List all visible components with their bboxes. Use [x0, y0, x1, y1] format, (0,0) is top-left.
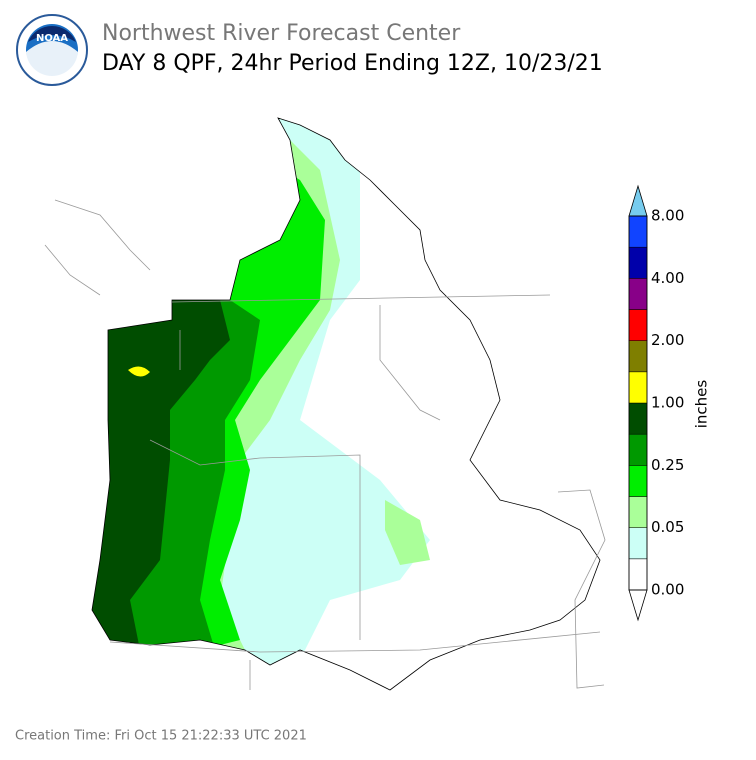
colorbar-swatch — [628, 246, 648, 279]
svg-text:NOAA: NOAA — [36, 33, 68, 44]
colorbar-swatch — [628, 433, 648, 466]
subtitle: DAY 8 QPF, 24hr Period Ending 12Z, 10/23… — [102, 51, 603, 76]
colorbar-swatch — [628, 496, 648, 528]
colorbar-tick-label: 2.00 — [651, 331, 684, 349]
colorbar-label: inches — [693, 380, 711, 429]
colorbar-tick-label: 0.05 — [651, 518, 684, 536]
colorbar-swatch — [628, 527, 648, 560]
colorbar-swatch — [628, 278, 648, 310]
colorbar-tick-label: 8.00 — [651, 207, 684, 225]
colorbar-swatch — [628, 309, 648, 341]
colorbar-swatch — [628, 402, 648, 435]
creation-time: Creation Time: Fri Oct 15 21:22:33 UTC 2… — [15, 729, 307, 744]
noaa-logo: NOAA — [16, 14, 88, 86]
colorbar-tick-label: 1.00 — [651, 394, 684, 412]
colorbar-top — [628, 184, 648, 217]
colorbar-swatch — [628, 340, 648, 373]
colorbar: 0.00 0.05 0.25 1.00 2.00 4.00 8.00 — [628, 184, 684, 622]
colorbar-swatch — [628, 465, 648, 497]
colorbar-tick-label: 0.25 — [651, 456, 684, 474]
colorbar-tick-label: 4.00 — [651, 269, 684, 287]
title: Northwest River Forecast Center — [102, 21, 461, 46]
map — [44, 117, 606, 691]
colorbar-frame — [628, 215, 648, 591]
colorbar-swatch — [628, 215, 648, 248]
colorbar-swatch — [628, 558, 648, 591]
colorbar-bottom — [628, 589, 648, 622]
colorbar-tick-label: 0.00 — [651, 581, 684, 599]
colorbar-swatch — [628, 371, 648, 404]
